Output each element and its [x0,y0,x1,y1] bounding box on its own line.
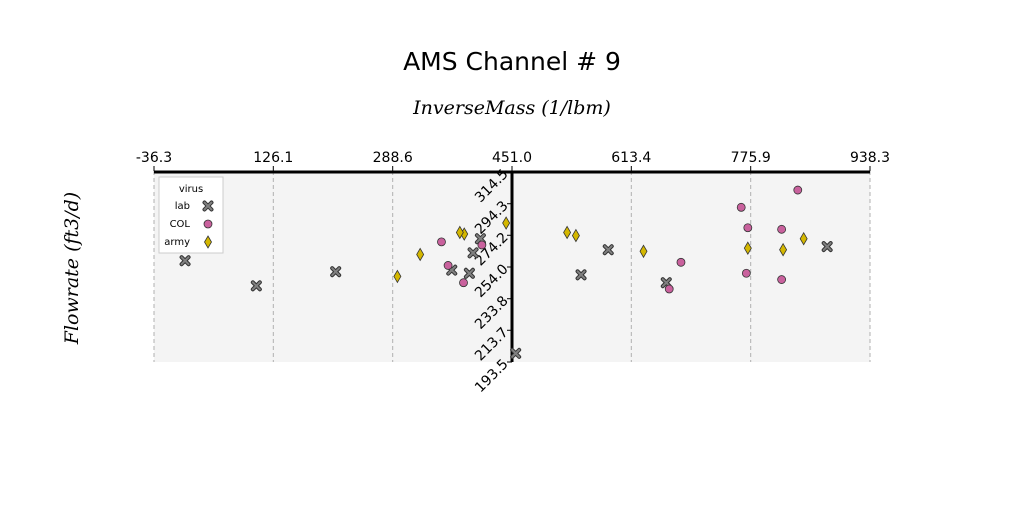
data-point-COL [664,284,674,294]
x-tick-labels: -36.3 126.1 288.6 451.0 613.4 775.9 938.3 [136,150,890,166]
legend-marker-lab [202,200,214,212]
data-points [179,185,833,359]
legend: virus lab COL army [158,176,224,254]
data-point-lab [602,244,614,256]
x-tick-label: 451.0 [492,150,532,166]
x-tick-label: 775.9 [731,150,771,166]
data-point-army [639,244,648,259]
data-point-COL [793,185,803,195]
data-point-lab [467,247,479,259]
legend-items: lab COL army [164,200,214,249]
y-axis-title: Flowrate (ft3/d) [61,192,83,345]
x-tick-label: -36.3 [136,150,172,166]
data-point-COL [477,240,487,250]
data-point-COL [676,257,686,267]
data-point-army [393,269,402,284]
x-tick-label: 613.4 [611,150,651,166]
x-axis-title: InverseMass (1/lbm) [412,97,611,119]
data-point-lab [575,269,587,281]
data-point-COL [459,278,468,288]
data-point-lab [179,255,191,267]
legend-marker-COL [203,219,213,229]
data-point-COL [741,268,751,278]
data-point-army [743,241,752,255]
data-point-lab [250,280,262,292]
data-point-COL [443,261,453,270]
data-point-army [502,216,511,230]
data-point-army [571,228,580,243]
data-point-COL [736,202,746,212]
legend-label-COL: COL [170,219,191,230]
data-point-COL [437,237,446,247]
legend-title: virus [179,184,203,195]
x-tick-label: 126.1 [253,150,293,166]
legend-label-army: army [164,237,190,248]
data-point-lab [821,241,833,253]
data-point-COL [777,275,787,284]
chart-title: AMS Channel # 9 [403,47,621,76]
data-point-army [799,231,808,246]
legend-box [158,176,224,254]
data-point-lab [463,267,475,279]
data-point-army [416,247,425,262]
data-point-army [779,242,788,257]
data-point-army [455,225,464,240]
y-tick-label: 193.5 [472,356,512,396]
legend-marker-army [204,235,212,249]
data-point-COL [777,224,787,234]
data-point-COL [743,223,753,233]
legend-label-lab: lab [175,201,190,212]
x-tick-label: 288.6 [373,150,413,166]
data-point-army [563,225,572,240]
x-tick-label: 938.3 [850,150,890,166]
data-point-lab [510,347,522,359]
data-point-lab [330,266,342,278]
axes [153,166,871,363]
